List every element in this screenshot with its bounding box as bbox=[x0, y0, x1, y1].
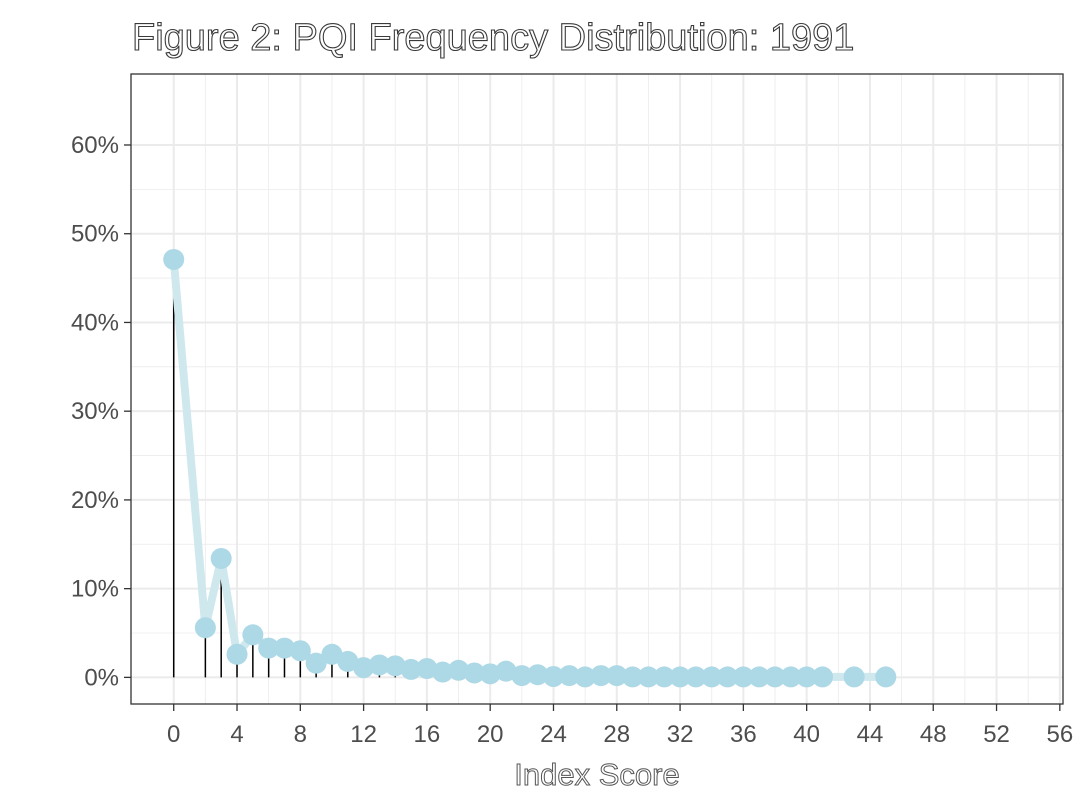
data-point bbox=[717, 666, 739, 688]
data-point bbox=[432, 661, 454, 683]
x-tick-label: 40 bbox=[793, 721, 820, 748]
data-point bbox=[653, 666, 675, 688]
data-point bbox=[542, 665, 564, 687]
data-point bbox=[337, 650, 359, 672]
data-point bbox=[622, 666, 644, 688]
y-tick-label: 0% bbox=[84, 664, 119, 691]
chart-title: Figure 2: PQI Frequency Distribution: 19… bbox=[132, 17, 854, 59]
x-tick-label: 28 bbox=[603, 721, 630, 748]
data-point bbox=[194, 617, 216, 639]
y-tick-label: 40% bbox=[71, 309, 119, 336]
data-point bbox=[242, 624, 264, 646]
x-tick-label: 24 bbox=[540, 721, 567, 748]
data-point bbox=[479, 663, 501, 685]
data-point bbox=[796, 666, 818, 688]
data-point bbox=[590, 665, 612, 687]
data-point bbox=[685, 666, 707, 688]
data-point bbox=[448, 659, 470, 681]
data-point bbox=[495, 660, 517, 682]
x-tick-label: 36 bbox=[730, 721, 757, 748]
grid-major bbox=[131, 74, 1063, 704]
data-point bbox=[606, 665, 628, 687]
data-point bbox=[780, 666, 802, 688]
data-point bbox=[416, 658, 438, 680]
data-point bbox=[748, 666, 770, 688]
x-tick-label: 12 bbox=[350, 721, 377, 748]
x-tick-label: 56 bbox=[1046, 721, 1073, 748]
data-point bbox=[511, 665, 533, 687]
y-tick-label: 30% bbox=[71, 398, 119, 425]
x-tick-label: 48 bbox=[920, 721, 947, 748]
x-tick-label: 20 bbox=[477, 721, 504, 748]
data-point bbox=[558, 665, 580, 687]
y-axis: 0% 10% 20% 30% 40% 50% 60% bbox=[71, 132, 131, 691]
data-point bbox=[384, 655, 406, 677]
y-tick-label: 10% bbox=[71, 576, 119, 603]
data-point bbox=[273, 637, 295, 659]
y-tick-label: 50% bbox=[71, 221, 119, 248]
data-point bbox=[811, 666, 833, 688]
points bbox=[163, 248, 897, 688]
data-point bbox=[463, 662, 485, 684]
x-axis-label: Index Score bbox=[514, 757, 679, 792]
x-tick-label: 4 bbox=[230, 721, 243, 748]
data-point bbox=[226, 643, 248, 665]
x-tick-label: 0 bbox=[167, 721, 180, 748]
data-point bbox=[574, 666, 596, 688]
grid-minor bbox=[131, 74, 1063, 704]
x-tick-label: 52 bbox=[983, 721, 1010, 748]
data-point bbox=[321, 643, 343, 665]
y-tick-label: 20% bbox=[71, 487, 119, 514]
data-point bbox=[764, 666, 786, 688]
data-point bbox=[258, 637, 280, 659]
data-point bbox=[669, 666, 691, 688]
data-point bbox=[305, 652, 327, 674]
data-point bbox=[701, 666, 723, 688]
data-point bbox=[875, 666, 897, 688]
data-point bbox=[210, 547, 232, 569]
plot-frame bbox=[130, 73, 1064, 705]
data-point bbox=[637, 666, 659, 688]
x-axis: 0 4 8 12 16 20 24 28 32 36 40 44 48 52 56 bbox=[167, 704, 1073, 748]
x-tick-label: 32 bbox=[667, 721, 694, 748]
x-tick-label: 8 bbox=[294, 721, 307, 748]
y-tick-label: 60% bbox=[71, 132, 119, 159]
data-point bbox=[289, 640, 311, 662]
data-point bbox=[353, 657, 375, 679]
data-point bbox=[732, 666, 754, 688]
data-point bbox=[368, 654, 390, 676]
x-tick-label: 16 bbox=[414, 721, 441, 748]
data-point bbox=[843, 666, 865, 688]
data-point bbox=[400, 658, 422, 680]
x-tick-label: 44 bbox=[857, 721, 884, 748]
data-point bbox=[163, 248, 185, 270]
data-point bbox=[527, 664, 549, 686]
